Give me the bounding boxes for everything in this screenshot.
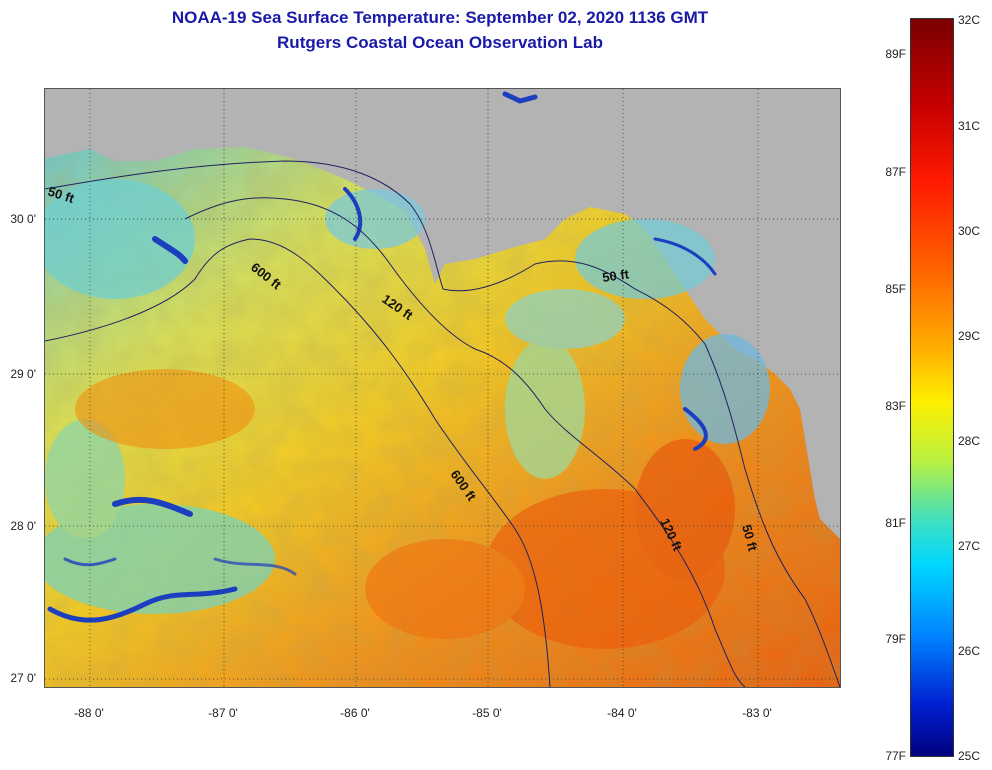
sst-map-canvas: 50 ft 600 ft 120 ft 50 ft 600 ft 120 ft … [45, 89, 840, 687]
map-subtitle: Rutgers Coastal Ocean Observation Lab [277, 33, 603, 52]
colorbar-c-28: 28C [958, 434, 981, 448]
sst-map: 50 ft 600 ft 120 ft 50 ft 600 ft 120 ft … [44, 88, 841, 688]
lon-label-84: -84 0' [607, 706, 637, 720]
colorbar-f-87: 87F [885, 165, 906, 179]
colorbar-c-27: 27C [958, 539, 981, 553]
contour-label-50ft-east: 50 ft [601, 266, 630, 285]
colorbar-f-89: 89F [885, 47, 906, 61]
lon-label-87: -87 0' [208, 706, 238, 720]
temperature-colorbar [910, 18, 954, 757]
lon-label-86: -86 0' [340, 706, 370, 720]
lat-label-28: 28 0' [10, 519, 36, 533]
lat-label-30: 30 0' [10, 212, 36, 226]
colorbar-f-81: 81F [885, 516, 906, 530]
lat-label-27: 27 0' [10, 671, 36, 685]
map-title: NOAA-19 Sea Surface Temperature: Septemb… [171, 8, 709, 27]
lon-label-83: -83 0' [742, 706, 772, 720]
contour-label-50ft-south: 50 ft [739, 523, 761, 553]
colorbar-c-25: 25C [958, 749, 981, 763]
warm-water-patches [75, 369, 735, 649]
graticule [45, 89, 840, 687]
lat-label-29: 29 0' [10, 367, 36, 381]
colorbar-f-85: 85F [885, 282, 906, 296]
depth-contours [45, 160, 840, 687]
colorbar-c-32: 32C [958, 13, 981, 27]
colorbar-c-31: 31C [958, 119, 981, 133]
colorbar-c-29: 29C [958, 329, 981, 343]
colorbar-f-83: 83F [885, 399, 906, 413]
colorbar-f-79: 79F [885, 632, 906, 646]
lon-label-85: -85 0' [472, 706, 502, 720]
colorbar-c-26: 26C [958, 644, 981, 658]
colorbar-f-77: 77F [885, 749, 906, 763]
lon-label-88: -88 0' [74, 706, 104, 720]
colorbar-c-30: 30C [958, 224, 981, 238]
